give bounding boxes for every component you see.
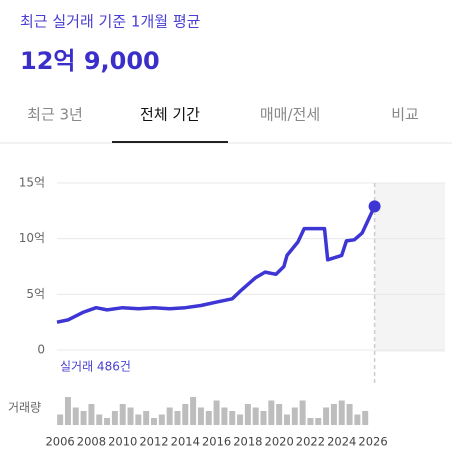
volume-bar xyxy=(197,407,204,425)
volume-bar xyxy=(276,404,283,425)
volume-bar xyxy=(307,418,314,425)
volume-bar xyxy=(323,407,330,425)
volume-bar xyxy=(346,404,353,425)
volume-bar xyxy=(237,414,244,425)
future-area xyxy=(374,183,445,352)
volume-bar xyxy=(338,400,345,425)
volume-bar xyxy=(190,397,197,425)
subtitle: 최근 실거래 기준 1개월 평균 xyxy=(20,13,201,31)
volume-bar xyxy=(119,404,126,425)
volume-bar xyxy=(182,404,189,425)
volume-bar xyxy=(315,418,322,425)
y-tick-label: 5억 xyxy=(26,287,45,301)
volume-bar xyxy=(283,414,290,425)
volume-bar xyxy=(299,400,306,425)
volume-bar xyxy=(260,411,267,425)
volume-bar xyxy=(135,414,142,425)
volume-bar xyxy=(268,400,275,425)
volume-bar xyxy=(330,404,337,425)
volume-bar xyxy=(205,411,212,425)
volume-bar xyxy=(244,404,251,425)
volume-bar xyxy=(252,407,259,425)
price: 12억 9,000 xyxy=(20,47,160,75)
tab[interactable]: 매매/전세 xyxy=(260,106,320,124)
x-tick-label: 2026 xyxy=(358,435,387,449)
price-line xyxy=(56,205,377,324)
x-tick-label: 2020 xyxy=(265,435,294,449)
volume-bar xyxy=(96,414,103,425)
volume-bar xyxy=(174,411,181,425)
volume-bar xyxy=(88,404,95,425)
x-tick-label: 2024 xyxy=(327,435,356,449)
y-tick-label: 15억 xyxy=(19,176,45,190)
y-tick-label: 10억 xyxy=(19,231,45,245)
volume-bar xyxy=(354,414,361,425)
volume-bar xyxy=(362,411,369,425)
volume-bar xyxy=(127,407,134,425)
volume-bar xyxy=(143,411,150,425)
volume-bar xyxy=(151,418,157,425)
volume-bar xyxy=(213,400,220,425)
volume-bar xyxy=(111,411,118,425)
volume-bar xyxy=(64,397,71,425)
tab[interactable]: 전체 기간 xyxy=(140,106,200,124)
volume-bar xyxy=(291,407,298,425)
tab[interactable]: 비교 xyxy=(391,106,419,124)
volume-bar xyxy=(72,407,79,425)
volume-bar xyxy=(80,411,87,425)
volume-bar xyxy=(158,414,165,425)
x-tick-label: 2006 xyxy=(45,435,74,449)
annotation: 실거래 486건 xyxy=(60,360,131,374)
x-tick-label: 2018 xyxy=(233,435,262,449)
x-tick-label: 2022 xyxy=(296,435,325,449)
x-tick-label: 2012 xyxy=(139,435,168,449)
volume-bar xyxy=(104,418,111,425)
volume-bar xyxy=(221,407,228,425)
y-tick-label: 0 xyxy=(37,343,45,357)
current-point xyxy=(368,200,381,213)
volume-bar xyxy=(166,407,173,425)
x-tick-label: 2010 xyxy=(108,435,137,449)
x-tick-label: 2014 xyxy=(171,435,200,449)
x-tick-label: 2008 xyxy=(77,435,106,449)
volume-label: 거래량 xyxy=(8,401,41,415)
tab[interactable]: 최근 3년 xyxy=(27,106,83,124)
x-tick-label: 2016 xyxy=(202,435,231,449)
volume-bar xyxy=(57,414,64,425)
volume-bar xyxy=(229,411,236,425)
